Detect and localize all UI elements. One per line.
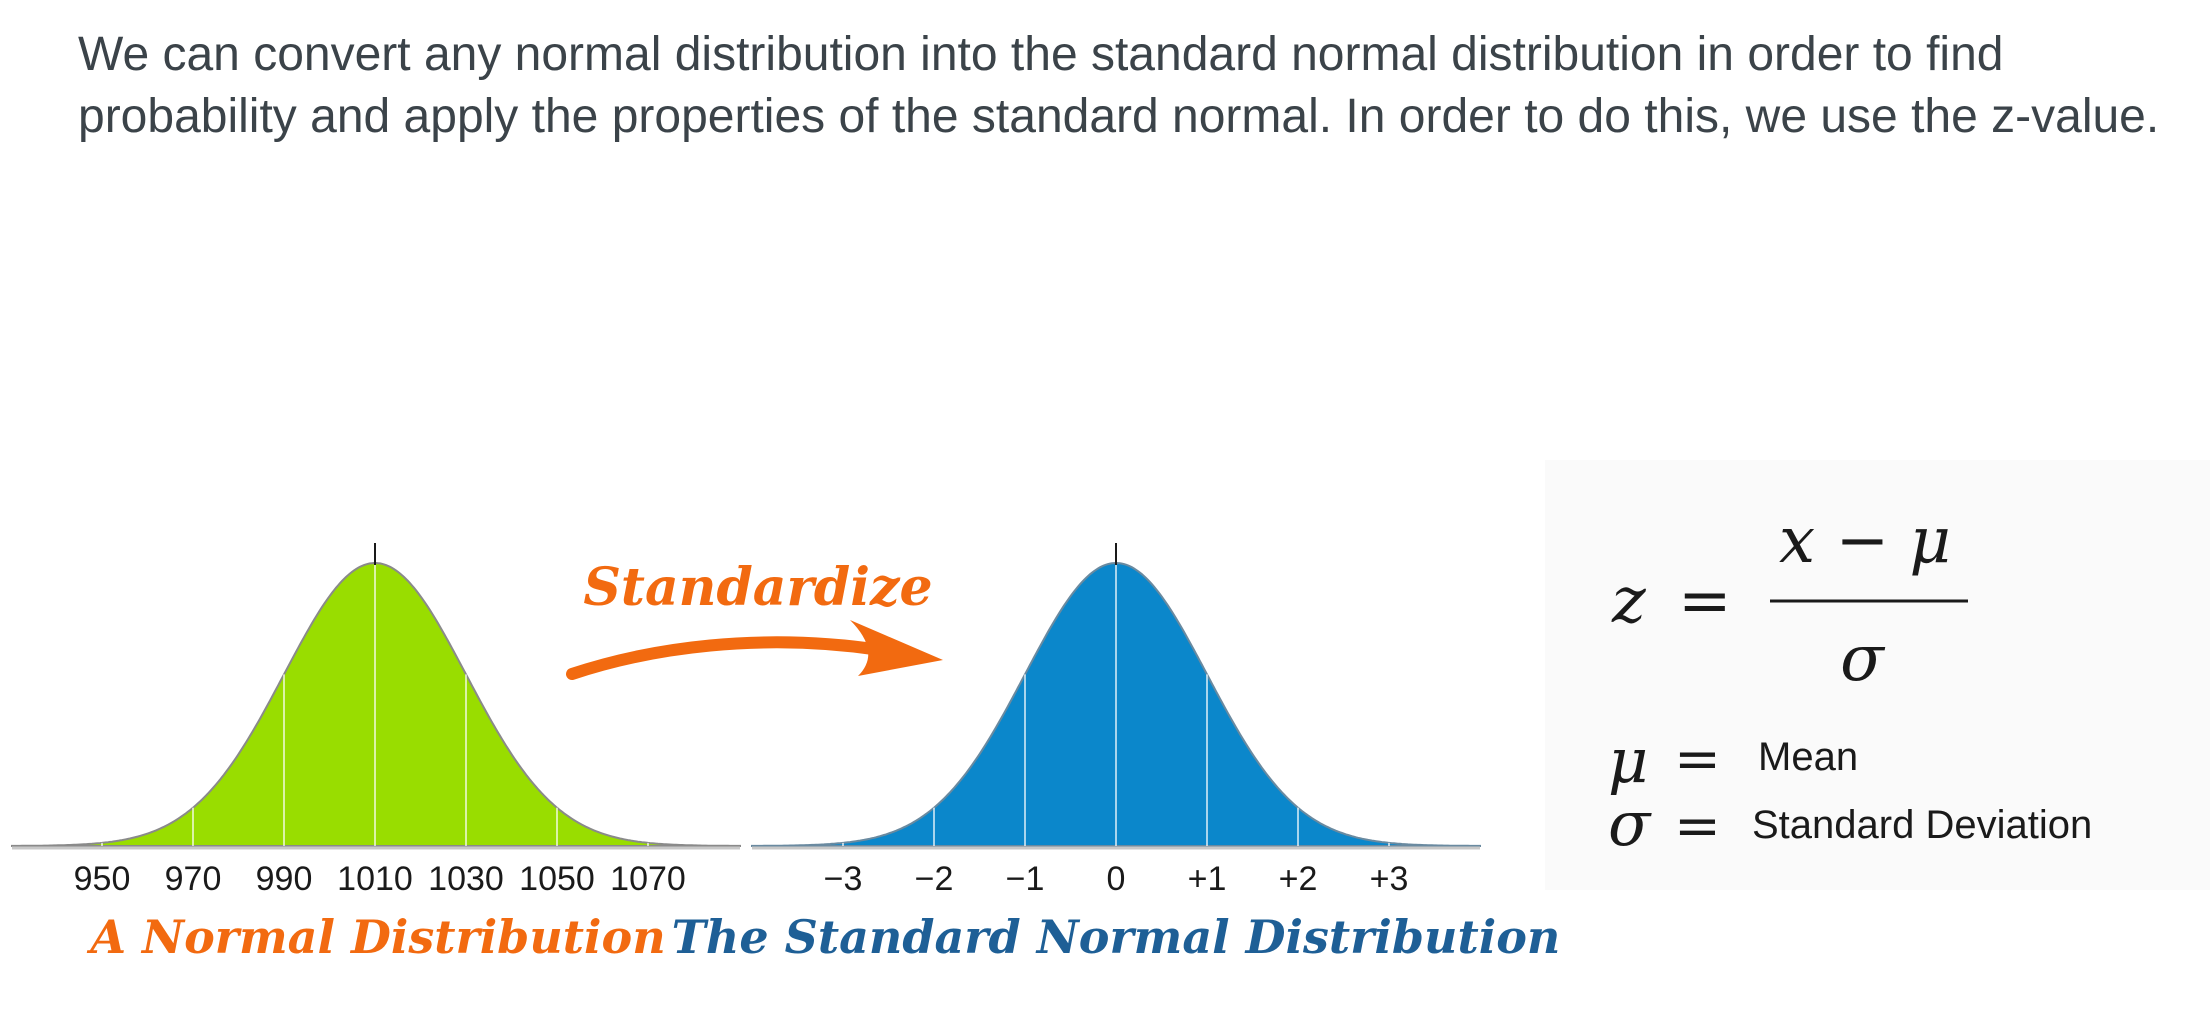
formula-z: z: [1611, 564, 1647, 638]
formula-legend: μ = Mean σ = Standard Deviation: [1608, 724, 2092, 860]
right-tick-label: +3: [1370, 860, 1409, 898]
arrow-shaft: [566, 636, 886, 680]
legend-mu-meaning: Mean: [1758, 735, 1858, 779]
left-tick-label: 990: [256, 860, 313, 898]
right-normal-curve: −3 −2 −1 0 +1 +2 +3 The Standard Normal Distri…: [672, 543, 1561, 964]
legend-mu-equals: =: [1674, 727, 1721, 792]
right-tick-label: +2: [1279, 860, 1318, 898]
left-tick-labels: 950 970 990 1010 1030 1050 1070: [74, 860, 686, 898]
right-tick-label: 0: [1107, 860, 1126, 898]
z-score-formula: z = x − μ σ: [1611, 504, 1968, 696]
formula-numerator: x − μ: [1779, 504, 1951, 578]
left-tick-label: 970: [165, 860, 222, 898]
right-tick-label: −1: [1006, 860, 1045, 898]
intro-paragraph: We can convert any normal distribution i…: [78, 28, 2160, 143]
right-tick-labels: −3 −2 −1 0 +1 +2 +3: [824, 860, 1409, 898]
left-tick-label: 1050: [519, 860, 595, 898]
right-tick-label: +1: [1188, 860, 1227, 898]
left-tick-label: 950: [74, 860, 131, 898]
standardize-arrow: Standardize: [566, 557, 943, 680]
left-normal-curve: 950 970 990 1010 1030 1050 1070 A Normal Distr…: [11, 543, 741, 964]
legend-sigma-symbol: σ: [1608, 787, 1652, 860]
right-tick-label: −2: [915, 860, 954, 898]
legend-mu-symbol: μ: [1608, 724, 1648, 797]
left-tick-label: 1030: [428, 860, 504, 898]
arrow-head-icon: [850, 620, 943, 676]
standardize-label: Standardize: [583, 557, 932, 618]
formula-denominator: σ: [1840, 622, 1886, 696]
legend-sigma-meaning: Standard Deviation: [1752, 803, 2092, 847]
left-tick-label: 1070: [610, 860, 686, 898]
right-curve-gridlines: [842, 563, 1390, 846]
left-tick-label: 1010: [337, 860, 413, 898]
left-curve-gridlines: [101, 563, 649, 846]
legend-sigma-equals: =: [1674, 794, 1721, 859]
left-caption: A Normal Distribution: [86, 910, 665, 964]
formula-panel: [1545, 460, 2210, 890]
right-tick-label: −3: [824, 860, 863, 898]
right-caption: The Standard Normal Distribution: [672, 910, 1561, 964]
formula-equals: =: [1678, 564, 1732, 638]
